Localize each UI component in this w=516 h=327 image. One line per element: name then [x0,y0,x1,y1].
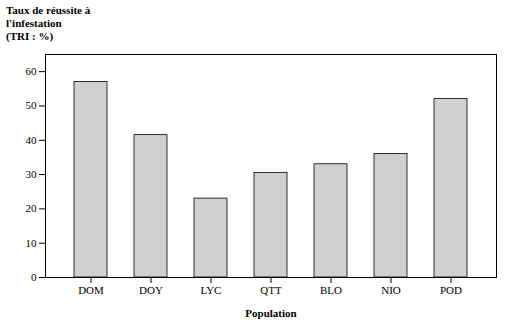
svg-text:60: 60 [26,65,38,77]
svg-text:0: 0 [31,271,37,283]
svg-text:DOM: DOM [78,284,104,296]
svg-text:40: 40 [26,134,38,146]
svg-text:POD: POD [440,284,462,296]
svg-text:BLO: BLO [320,284,342,296]
svg-text:30: 30 [26,168,38,180]
svg-text:10: 10 [26,237,38,249]
svg-text:20: 20 [26,202,38,214]
svg-text:LYC: LYC [201,284,222,296]
svg-text:QTT: QTT [260,284,282,296]
svg-text:DOY: DOY [139,284,163,296]
svg-text:NIO: NIO [381,284,401,296]
svg-text:Population: Population [245,307,296,319]
html-text:Taux de réussite à l'infestati: Taux de réussite à l'infestation (TRI : … [6,4,91,43]
svg-text:50: 50 [26,99,38,111]
